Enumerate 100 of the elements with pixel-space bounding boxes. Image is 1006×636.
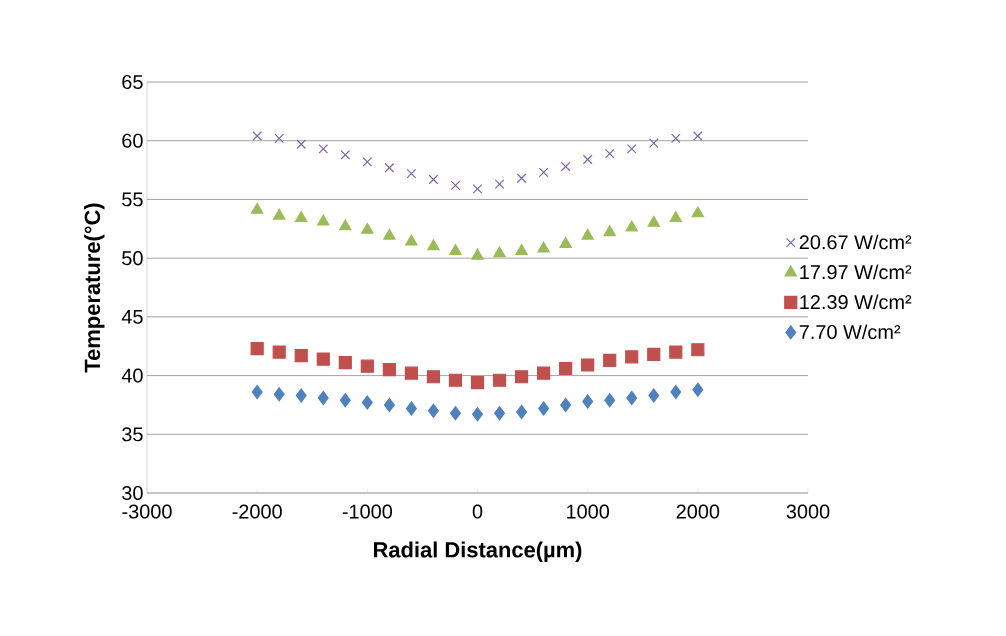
point: [470, 376, 485, 390]
point: [492, 373, 507, 387]
y-tick-label: 40: [121, 368, 143, 383]
point: [559, 361, 573, 376]
point: [537, 366, 551, 380]
y-tick-label: 60: [122, 133, 143, 148]
point: [405, 401, 417, 416]
point: [339, 219, 352, 231]
point: [559, 236, 572, 248]
point: [516, 404, 528, 420]
point: [252, 131, 263, 141]
point: [537, 241, 550, 253]
point: [250, 202, 264, 214]
point: [294, 349, 308, 363]
point: [669, 345, 683, 359]
point: [382, 363, 396, 377]
point: [427, 403, 439, 418]
y-tick-label: 30: [122, 485, 143, 501]
x-tick-label: 1000: [567, 504, 610, 519]
point: [272, 345, 286, 359]
point: [691, 343, 705, 357]
point: [582, 154, 593, 165]
point: [516, 173, 527, 184]
point: [384, 162, 395, 173]
point: [471, 248, 484, 260]
point: [692, 131, 703, 141]
y-tick-label: 35: [122, 427, 143, 442]
point: [448, 373, 463, 387]
point: [383, 228, 396, 240]
point: [449, 406, 461, 421]
point: [514, 370, 529, 384]
point: [361, 395, 373, 410]
x-axis-title: Radial Distance(µm): [374, 541, 582, 562]
point: [449, 243, 462, 255]
point: [427, 239, 440, 251]
point: [581, 228, 594, 240]
point: [472, 184, 483, 194]
point: [317, 214, 330, 226]
point: [316, 352, 330, 366]
y-tick-label: 45: [121, 309, 143, 324]
point: [538, 167, 549, 178]
point: [250, 341, 264, 356]
x-tick-label: 2000: [676, 504, 720, 519]
legend-label: 17.97 W/cm²: [800, 264, 912, 280]
point: [428, 174, 439, 185]
point: [669, 211, 683, 223]
point: [450, 180, 461, 191]
point: [296, 139, 307, 150]
point: [360, 359, 374, 373]
y-tick-label: 50: [122, 251, 143, 266]
legend-label: 12.39 W/cm²: [800, 294, 912, 310]
point: [625, 220, 638, 232]
point: [626, 390, 638, 405]
point: [648, 138, 659, 148]
legend-label: 20.67 W/cm²: [799, 234, 912, 250]
point: [273, 387, 285, 402]
point: [362, 157, 373, 167]
point: [274, 133, 285, 144]
point: [338, 356, 352, 370]
point: [340, 149, 351, 160]
point: [560, 161, 571, 172]
y-tick-label: 55: [122, 192, 143, 207]
x-tick-label: -2000: [232, 504, 282, 519]
point: [670, 384, 682, 400]
point: [538, 401, 550, 416]
point: [603, 225, 616, 237]
point: [692, 382, 704, 397]
point: [625, 350, 639, 364]
point: [691, 206, 705, 218]
point: [494, 406, 506, 421]
point: [426, 370, 441, 384]
point: [515, 243, 528, 255]
point: [560, 397, 572, 413]
point: [494, 179, 505, 189]
x-tick-label: -1000: [342, 504, 393, 519]
point: [603, 353, 617, 367]
point: [317, 390, 329, 405]
point: [604, 393, 616, 408]
x-tick-label: -3000: [122, 504, 172, 519]
point: [670, 133, 681, 144]
y-axis-title: Temperature(°C): [84, 203, 105, 373]
point: [405, 234, 418, 246]
point: [295, 211, 308, 223]
legend-label: 7.70 W/cm²: [799, 324, 901, 340]
x-tick-label: 0: [472, 504, 483, 519]
point: [472, 407, 483, 422]
x-tick-label: 3000: [786, 504, 830, 519]
point: [581, 358, 595, 372]
point: [582, 394, 594, 409]
point: [383, 397, 395, 413]
point: [604, 148, 615, 159]
point: [647, 215, 660, 227]
point: [251, 384, 263, 400]
point: [339, 393, 351, 408]
point: [626, 144, 637, 154]
point: [493, 246, 506, 258]
point: [406, 168, 417, 179]
point: [318, 144, 329, 154]
point: [648, 388, 660, 403]
point: [647, 347, 661, 362]
